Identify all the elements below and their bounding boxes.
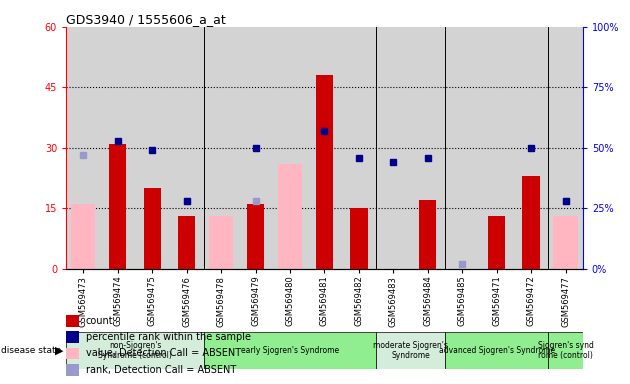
Text: percentile rank within the sample: percentile rank within the sample xyxy=(86,332,251,342)
Bar xyxy=(247,204,264,269)
Bar xyxy=(522,176,540,269)
Text: GDS3940 / 1555606_a_at: GDS3940 / 1555606_a_at xyxy=(66,13,226,26)
Bar xyxy=(178,217,195,269)
Text: early Sjogren's Syndrome: early Sjogren's Syndrome xyxy=(241,346,339,355)
Text: count: count xyxy=(86,316,113,326)
Text: value, Detection Call = ABSENT: value, Detection Call = ABSENT xyxy=(86,348,241,358)
Bar xyxy=(445,332,548,369)
Bar xyxy=(66,348,79,359)
Bar xyxy=(66,332,204,369)
Text: advanced Sjogren's Syndrome: advanced Sjogren's Syndrome xyxy=(438,346,554,355)
Bar xyxy=(278,164,302,269)
Bar xyxy=(204,332,376,369)
Bar xyxy=(209,217,233,269)
Bar xyxy=(66,364,79,376)
Text: rank, Detection Call = ABSENT: rank, Detection Call = ABSENT xyxy=(86,365,236,375)
Text: ▶: ▶ xyxy=(55,345,64,356)
Text: moderate Sjogren's
Syndrome: moderate Sjogren's Syndrome xyxy=(373,341,448,360)
Bar xyxy=(419,200,437,269)
Bar xyxy=(71,204,95,269)
Bar xyxy=(554,217,578,269)
Bar xyxy=(488,217,505,269)
Text: non-Sjogren's
Syndrome (control): non-Sjogren's Syndrome (control) xyxy=(98,341,172,360)
Bar xyxy=(316,75,333,269)
Bar xyxy=(376,332,445,369)
Bar xyxy=(66,315,79,327)
Text: disease state: disease state xyxy=(1,346,61,355)
Bar xyxy=(144,188,161,269)
Text: Sjogren's synd
rome (control): Sjogren's synd rome (control) xyxy=(537,341,593,360)
Bar xyxy=(66,331,79,343)
Bar xyxy=(109,144,127,269)
Bar xyxy=(350,209,367,269)
Bar xyxy=(548,332,583,369)
